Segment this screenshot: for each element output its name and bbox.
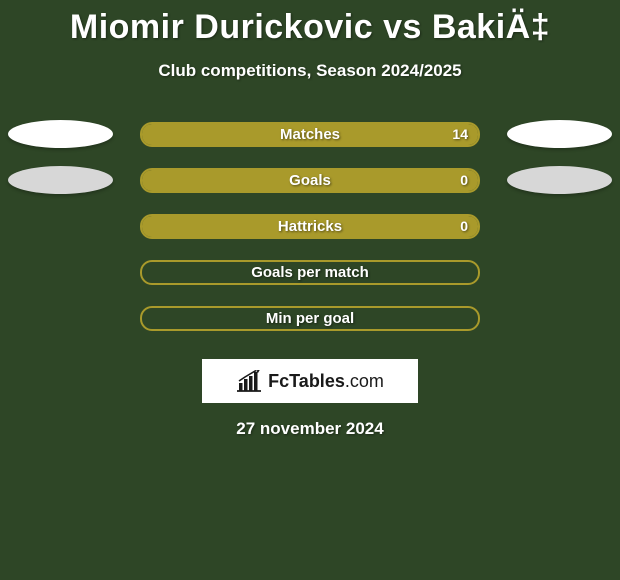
stat-label: Goals per match (251, 264, 369, 281)
stats-container: Matches 14 Goals 0 Hattricks 0 Goals per match… (0, 111, 620, 341)
stat-pill: Goals 0 (140, 168, 480, 193)
stat-row: Matches 14 (0, 111, 620, 157)
player-ellipse-right (507, 120, 612, 148)
stat-value-right: 0 (460, 218, 468, 234)
logo-suffix: .com (345, 371, 384, 391)
date-text: 27 november 2024 (0, 419, 620, 439)
logo-text: FcTables.com (268, 371, 384, 392)
stat-label: Goals (289, 172, 331, 189)
stat-label: Hattricks (278, 218, 342, 235)
stat-row: Hattricks 0 (0, 203, 620, 249)
chart-icon (236, 370, 262, 392)
player-ellipse-left (8, 166, 113, 194)
stat-row: Goals per match (0, 249, 620, 295)
page-title: Miomir Durickovic vs BakiÄ‡ (0, 0, 620, 47)
player-ellipse-left (8, 120, 113, 148)
stat-label: Matches (280, 126, 340, 143)
stat-label: Min per goal (266, 310, 354, 327)
fctables-logo[interactable]: FcTables.com (202, 359, 418, 403)
stat-pill: Goals per match (140, 260, 480, 285)
stat-pill: Matches 14 (140, 122, 480, 147)
player-ellipse-right (507, 166, 612, 194)
stat-value-right: 0 (460, 172, 468, 188)
subtitle: Club competitions, Season 2024/2025 (0, 61, 620, 81)
stat-row: Goals 0 (0, 157, 620, 203)
stat-value-right: 14 (452, 126, 468, 142)
stat-pill: Min per goal (140, 306, 480, 331)
stat-row: Min per goal (0, 295, 620, 341)
logo-brand: FcTables (268, 371, 345, 391)
stat-pill: Hattricks 0 (140, 214, 480, 239)
